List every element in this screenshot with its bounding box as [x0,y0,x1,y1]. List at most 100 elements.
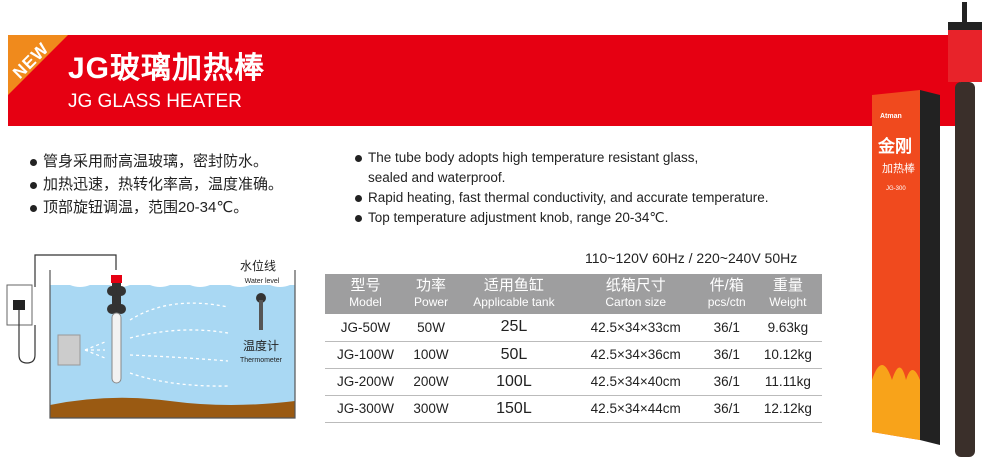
suction-cup [107,304,117,314]
table-cell: 9.63kg [753,314,822,342]
thermometer-en: Thermometer [240,357,283,364]
table-cell: 25L [456,314,572,342]
feature-item: 加热迅速，热转化率高，温度准确。 [30,173,283,196]
table-row: JG-300W 300W 150L 42.5×34×44cm 36/1 12.12kg [325,395,822,423]
table-cell: 200W [406,368,457,396]
product-box-side [920,90,940,445]
header-en: Weight [769,295,807,309]
header-en: pcs/ctn [707,295,746,309]
thermometer-cn: 温度计 [243,338,279,353]
header-en: Power [414,295,449,309]
box-brand: Atman [880,113,902,120]
table-cell: 36/1 [699,341,754,369]
table-cell: JG-300W [325,395,406,423]
col-weight: 重量 Weight [753,274,822,314]
bullet-icon [355,214,362,222]
feature-text: 管身采用耐高温玻璃，密封防水。 [43,153,269,170]
thermometer-stem [259,300,263,330]
feature-text: The tube body adopts high temperature re… [368,150,699,165]
flame-graphic [872,365,920,440]
col-pcs: 件/箱 pcs/ctn [699,274,754,314]
page-subtitle: JG GLASS HEATER [68,91,242,112]
feature-item: Rapid heating, fast thermal conductivity… [355,188,768,208]
table-cell: JG-100W [325,341,406,369]
table-cell: 42.5×34×36cm [571,341,700,369]
plug-cord [18,310,36,364]
feature-text: Top temperature adjustment knob, range 2… [368,210,669,225]
heat-flow-arrows [84,302,229,387]
col-tank: 适用鱼缸 Applicable tank [456,274,572,314]
heater-head [948,30,982,82]
header-cn: 重量 [772,277,803,294]
heater-head [112,283,121,313]
voltage-spec: 110~120V 60Hz / 220~240V 50Hz [585,250,798,266]
heater-knob [962,2,967,22]
heater-cap [948,22,982,32]
spec-table: 型号 Model 功率 Power 适用鱼缸 Applicable tank 纸箱尺寸… [325,274,822,423]
product-box [872,90,920,440]
table-cell: 12.12kg [753,395,822,423]
header-cn: 纸箱尺寸 [605,277,666,294]
header-en: Applicable tank [473,295,555,309]
feature-item: Top temperature adjustment knob, range 2… [355,208,768,228]
table-cell: 300W [406,395,457,423]
table-cell: 100W [406,341,457,369]
power-cord [34,254,117,287]
bullet-icon [355,154,362,162]
col-power: 功率 Power [406,274,457,314]
bullet-icon [30,158,37,166]
table-row: JG-100W 100W 50L 42.5×34×36cm 36/1 10.12kg [325,341,822,369]
plug-icon [13,300,25,310]
table-cell: 50W [406,314,457,342]
header-en: Model [349,295,382,309]
col-carton: 纸箱尺寸 Carton size [571,274,700,314]
table-cell: 42.5×34×44cm [571,395,700,423]
feature-text: 顶部旋钮调温，范围20-34℃。 [43,199,249,216]
table-cell: 36/1 [699,368,754,396]
table-cell: 42.5×34×40cm [571,368,700,396]
table-cell: 100L [456,368,572,396]
header-cn: 适用鱼缸 [483,277,544,294]
features-en: The tube body adopts high temperature re… [355,148,768,228]
title-banner: NEW JG玻璃加热棒 JG GLASS HEATER [8,35,960,126]
table-cell: 50L [456,341,572,369]
water [50,285,295,418]
page-title: JG玻璃加热棒 [68,52,266,85]
table-cell: 36/1 [699,314,754,342]
water-surface [50,282,297,287]
feature-item: 管身采用耐高温玻璃，密封防水。 [30,150,283,173]
feature-item-cont: sealed and waterproof. [368,170,506,185]
header-cn: 件/箱 [709,277,744,294]
thermometer-icon [256,293,266,303]
table-row: JG-50W 50W 25L 42.5×34×33cm 36/1 9.63kg [325,314,822,342]
feature-text: 加热迅速，热转化率高，温度准确。 [43,176,284,193]
table-cell: 36/1 [699,395,754,423]
suction-cup [116,304,126,314]
table-cell: 150L [456,395,572,423]
feature-item: The tube body adopts high temperature re… [355,148,768,168]
tank-outline [49,270,296,419]
product-image: Atman 金刚 加热棒 JG-300 [872,2,982,457]
new-badge [8,35,68,95]
table-row: JG-200W 200W 100L 42.5×34×40cm 36/1 11.11kg [325,368,822,396]
suction-cup [107,286,117,296]
bullet-icon [30,204,37,212]
bullet-icon [30,181,37,189]
header-cn: 功率 [416,277,447,294]
suction-cup [116,286,126,296]
col-model: 型号 Model [325,274,406,314]
box-title: 金刚 [877,136,912,156]
box-subtitle: 加热棒 [882,161,915,175]
header-en: Carton size [605,295,667,309]
heater-knob [111,275,122,283]
filter-icon [57,334,81,366]
box-model: JG-300 [886,186,906,192]
table-header: 型号 Model 功率 Power 适用鱼缸 Applicable tank 纸箱尺寸… [325,274,822,314]
table-cell: JG-50W [325,314,406,342]
table-cell: 11.11kg [753,368,822,396]
bullet-icon [355,194,362,202]
water-level-en: Water level [245,278,280,285]
table-cell: 10.12kg [753,341,822,369]
table-cell: 42.5×34×33cm [571,314,700,342]
header-cn: 型号 [350,277,381,294]
